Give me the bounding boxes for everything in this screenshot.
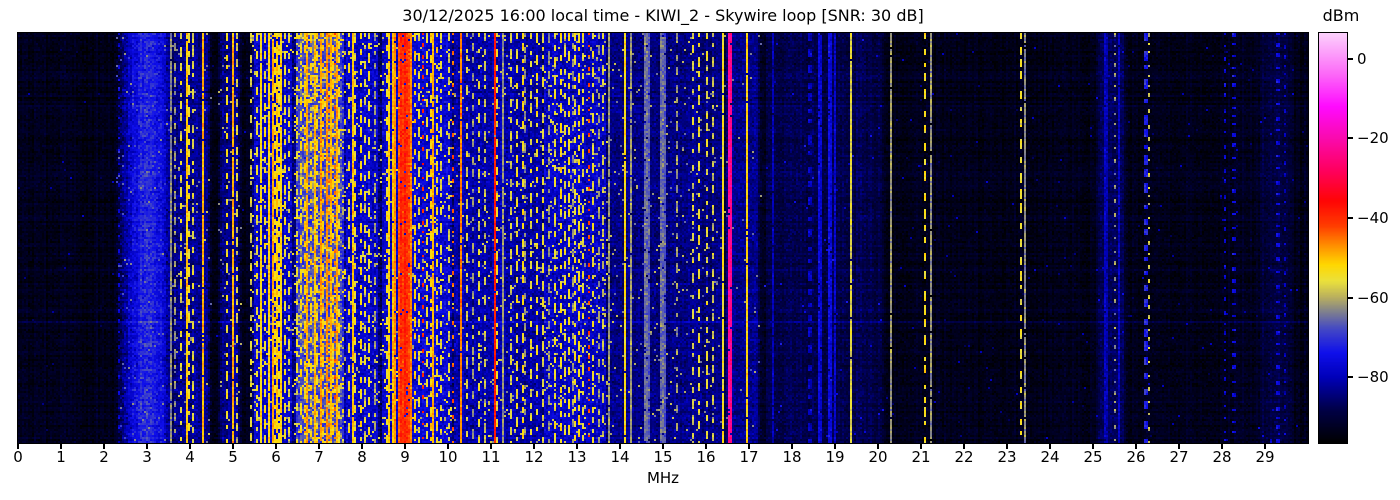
colorbar-tick-label: −40 [1357,209,1389,228]
x-tick-label: 23 [997,448,1017,466]
x-tick-label: 15 [653,448,673,466]
colorbar-tick-mark [1348,137,1353,140]
x-tick-label: 18 [782,448,802,466]
x-tick-label: 0 [13,448,23,466]
x-tick-label: 27 [1169,448,1189,466]
colorbar-tick-label: 0 [1357,49,1367,68]
x-tick-label: 6 [271,448,281,466]
x-tick-label: 16 [696,448,716,466]
colorbar-tick-mark [1348,217,1353,220]
colorbar-gradient [1319,33,1347,443]
x-tick-mark [576,444,578,449]
colorbar-tick-label: −60 [1357,288,1389,307]
x-tick-mark [447,444,449,449]
x-tick-mark [490,444,492,449]
x-tick-mark [361,444,363,449]
x-tick-mark [963,444,965,449]
x-tick-label: 19 [825,448,845,466]
figure-title: 30/12/2025 16:00 local time - KIWI_2 - S… [402,6,924,25]
x-tick-mark [834,444,836,449]
colorbar-label: dBm [1322,6,1360,25]
colorbar-tick-label: −80 [1357,368,1389,387]
colorbar-tick-label: −20 [1357,129,1389,148]
x-tick-mark [877,444,879,449]
x-tick-mark [232,444,234,449]
x-tick-mark [318,444,320,449]
colorbar-tick-mark [1348,296,1353,299]
x-tick-mark [619,444,621,449]
x-tick-mark [60,444,62,449]
x-tick-mark [146,444,148,449]
x-tick-label: 9 [400,448,410,466]
x-tick-mark [1178,444,1180,449]
x-tick-label: 29 [1255,448,1275,466]
x-tick-label: 24 [1040,448,1060,466]
x-tick-mark [533,444,535,449]
x-tick-label: 14 [610,448,630,466]
x-axis-label: MHz [646,469,680,487]
x-tick-mark [748,444,750,449]
colorbar [1318,32,1348,444]
x-tick-mark [1264,444,1266,449]
x-tick-mark [1049,444,1051,449]
x-tick-mark [662,444,664,449]
x-tick-label: 7 [314,448,324,466]
x-tick-mark [1006,444,1008,449]
x-tick-label: 8 [357,448,367,466]
x-tick-label: 21 [911,448,931,466]
x-tick-label: 26 [1126,448,1146,466]
x-tick-mark [791,444,793,449]
x-tick-label: 10 [438,448,458,466]
x-tick-label: 2 [99,448,109,466]
x-tick-mark [404,444,406,449]
x-tick-mark [103,444,105,449]
waterfall-plot-area [17,32,1309,444]
x-tick-label: 13 [567,448,587,466]
x-tick-mark [1135,444,1137,449]
colorbar-tick-mark [1348,376,1353,379]
x-tick-label: 5 [228,448,238,466]
x-tick-mark [920,444,922,449]
x-tick-mark [1221,444,1223,449]
x-tick-mark [17,444,19,449]
x-tick-label: 4 [185,448,195,466]
x-tick-label: 12 [524,448,544,466]
x-tick-mark [275,444,277,449]
x-tick-label: 11 [481,448,501,466]
colorbar-tick-mark [1348,57,1353,60]
x-tick-label: 3 [142,448,152,466]
x-tick-label: 17 [739,448,759,466]
x-tick-mark [705,444,707,449]
x-tick-label: 22 [954,448,974,466]
x-tick-mark [1092,444,1094,449]
x-tick-label: 20 [868,448,888,466]
x-tick-mark [189,444,191,449]
x-tick-label: 1 [56,448,66,466]
x-tick-label: 25 [1083,448,1103,466]
waterfall-heatmap [18,33,1308,443]
x-tick-label: 28 [1212,448,1232,466]
